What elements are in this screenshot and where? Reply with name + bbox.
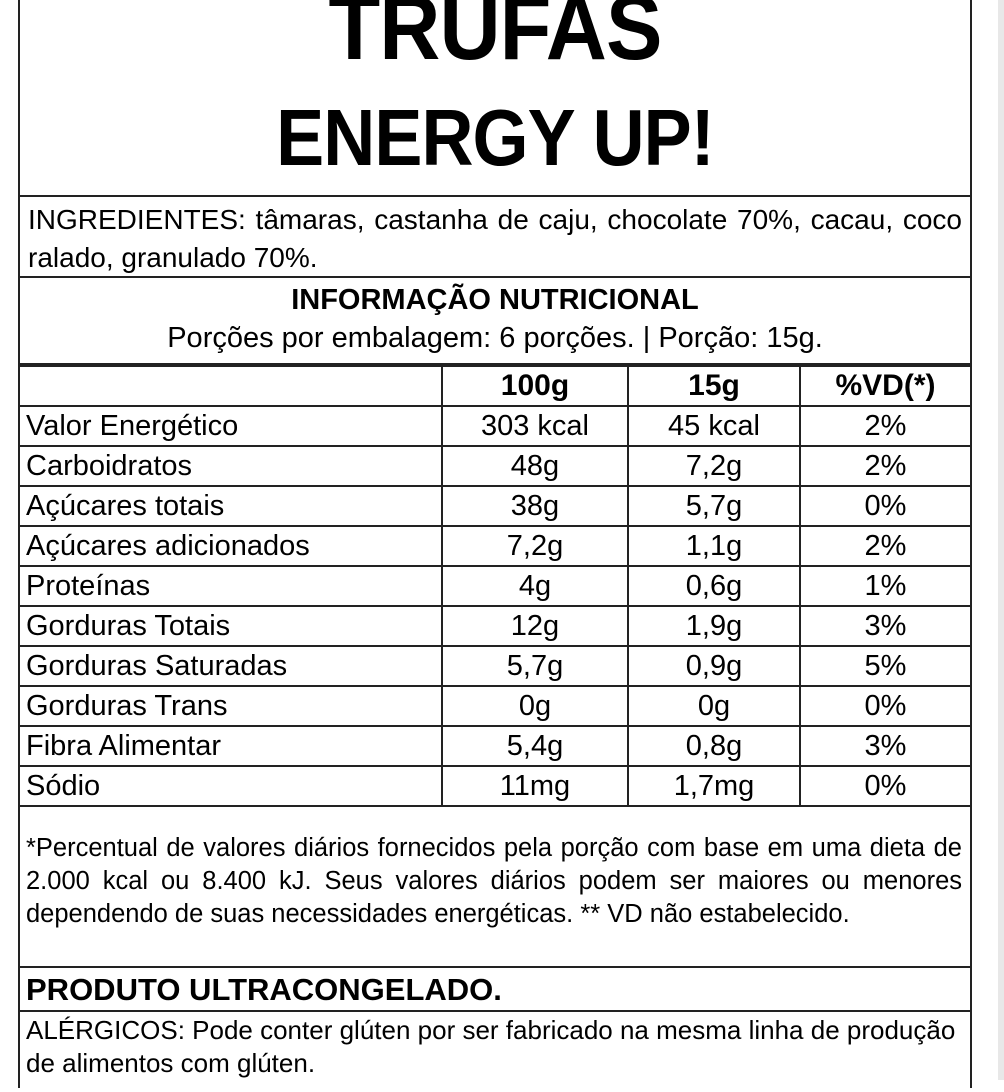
table-row: Açúcares totais 38g 5,7g 0%	[20, 485, 970, 527]
title-line-2: ENERGY UP!	[276, 93, 715, 182]
column-header: 15g	[627, 365, 801, 407]
nutrient-name: Açúcares adicionados	[20, 525, 443, 567]
nutrient-value: 0g	[441, 685, 629, 727]
product-note: PRODUTO ULTRACONGELADO.	[20, 968, 970, 1012]
nutrient-value: 45 kcal	[627, 405, 801, 447]
nutrient-name: Carboidratos	[20, 445, 443, 487]
nutrient-value: 303 kcal	[441, 405, 629, 447]
nutrient-value: 0,8g	[627, 725, 801, 767]
column-header: 100g	[441, 365, 629, 407]
nutrient-value: 38g	[441, 485, 629, 527]
ingredients: INGREDIENTES: tâmaras, castanha de caju,…	[20, 197, 970, 278]
allergens: ALÉRGICOS: Pode conter glúten por ser fa…	[26, 1015, 956, 1078]
nutrient-name: Gorduras Totais	[20, 605, 443, 647]
scrollbar-track[interactable]	[998, 0, 1004, 1080]
nutrient-value: 3%	[799, 725, 970, 767]
nutrition-table: 100g 15g %VD(*) Valor Energético 303 kcal 45…	[20, 365, 970, 807]
footnote: *Percentual de valores diários fornecido…	[20, 830, 970, 968]
nutrient-value: 0g	[627, 685, 801, 727]
nutrient-value: 1,7mg	[627, 765, 801, 807]
table-row: Gorduras Totais 12g 1,9g 3%	[20, 605, 970, 647]
table-row: Proteínas 4g 0,6g 1%	[20, 565, 970, 607]
nutrient-value: 3%	[799, 605, 970, 647]
nutrient-value: 0%	[799, 685, 970, 727]
table-row: Fibra Alimentar 5,4g 0,8g 3%	[20, 725, 970, 767]
nutrient-value: 1%	[799, 565, 970, 607]
nutrient-name: Fibra Alimentar	[20, 725, 443, 767]
nutrition-header: INFORMAÇÃO NUTRICIONAL Porções por embal…	[20, 278, 970, 365]
nutrient-value: 5%	[799, 645, 970, 687]
table-row: Valor Energético 303 kcal 45 kcal 2%	[20, 405, 970, 447]
serving-info: Porções por embalagem: 6 porções. | Porç…	[167, 322, 823, 354]
nutrient-name: Gorduras Saturadas	[20, 645, 443, 687]
nutrition-label: TRUFAS ENERGY UP! INGREDIENTES: tâmaras,…	[18, 0, 972, 1088]
nutrient-value: 5,7g	[627, 485, 801, 527]
title-line-1: TRUFAS	[328, 0, 662, 79]
nutrient-value: 48g	[441, 445, 629, 487]
nutrient-value: 2%	[799, 445, 970, 487]
nutrient-value: 0,6g	[627, 565, 801, 607]
nutrient-value: 7,2g	[441, 525, 629, 567]
table-header-row: 100g 15g %VD(*)	[20, 365, 970, 407]
table-row: Gorduras Trans 0g 0g 0%	[20, 685, 970, 727]
table-row: Sódio 11mg 1,7mg 0%	[20, 765, 970, 807]
column-header	[20, 365, 443, 407]
nutrient-value: 2%	[799, 405, 970, 447]
table-row: Gorduras Saturadas 5,7g 0,9g 5%	[20, 645, 970, 687]
nutrient-value: 4g	[441, 565, 629, 607]
column-header: %VD(*)	[799, 365, 970, 407]
nutrient-value: 0%	[799, 485, 970, 527]
nutrient-value: 1,9g	[627, 605, 801, 647]
table-row: Açúcares adicionados 7,2g 1,1g 2%	[20, 525, 970, 567]
nutrient-value: 5,4g	[441, 725, 629, 767]
nutrient-value: 11mg	[441, 765, 629, 807]
nutrient-value: 5,7g	[441, 645, 629, 687]
table-row: Carboidratos 48g 7,2g 2%	[20, 445, 970, 487]
nutrient-name: Gorduras Trans	[20, 685, 443, 727]
nutrient-value: 1,1g	[627, 525, 801, 567]
product-title: TRUFAS ENERGY UP!	[20, 0, 970, 197]
nutrient-name: Proteínas	[20, 565, 443, 607]
nutrition-heading: INFORMAÇÃO NUTRICIONAL	[291, 284, 699, 316]
nutrient-name: Sódio	[20, 765, 443, 807]
nutrient-value: 7,2g	[627, 445, 801, 487]
nutrient-value: 0%	[799, 765, 970, 807]
nutrient-value: 12g	[441, 605, 629, 647]
nutrient-value: 2%	[799, 525, 970, 567]
nutrient-name: Açúcares totais	[20, 485, 443, 527]
nutrient-value: 0,9g	[627, 645, 801, 687]
nutrient-name: Valor Energético	[20, 405, 443, 447]
